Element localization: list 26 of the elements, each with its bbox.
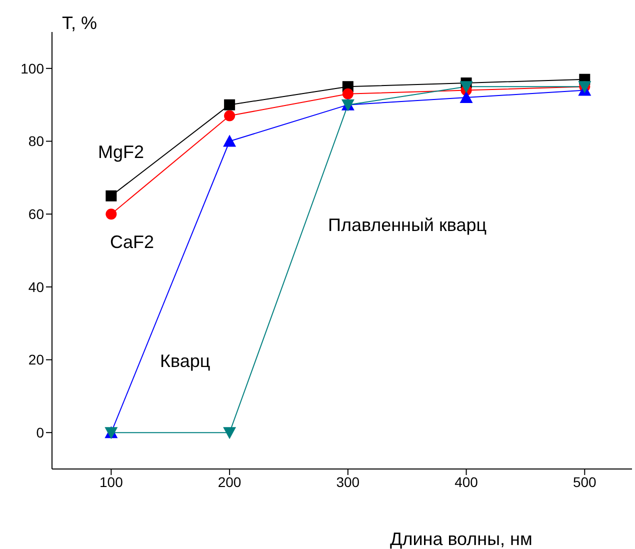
y-tick-label: 60 (28, 206, 44, 222)
y-tick-label: 20 (28, 352, 44, 368)
y-tick-label: 100 (20, 60, 44, 76)
point (342, 88, 354, 100)
x-tick-label: 500 (572, 474, 597, 490)
x-axis-title: Длина волны, нм (390, 529, 532, 549)
x-tick-label: 200 (218, 474, 242, 490)
point (223, 134, 236, 147)
y-axis-title: T, % (62, 13, 98, 33)
y-tick-label: 80 (28, 133, 44, 150)
point (223, 427, 236, 440)
point (224, 110, 236, 122)
point (460, 81, 473, 94)
point (460, 91, 473, 104)
x-tick-label: 400 (454, 474, 478, 490)
series-label: Кварц (160, 351, 210, 371)
x-tick-label: 300 (336, 474, 360, 490)
y-tick-label: 40 (28, 278, 44, 295)
y-tick-label: 0 (36, 424, 44, 441)
series-label: MgF2 (98, 142, 144, 162)
point (224, 99, 236, 110)
point (106, 208, 117, 220)
series-label: CaF2 (110, 232, 154, 252)
series-label: Плавленный кварц (328, 215, 487, 235)
point (106, 190, 117, 202)
x-tick-label: 100 (100, 474, 124, 490)
